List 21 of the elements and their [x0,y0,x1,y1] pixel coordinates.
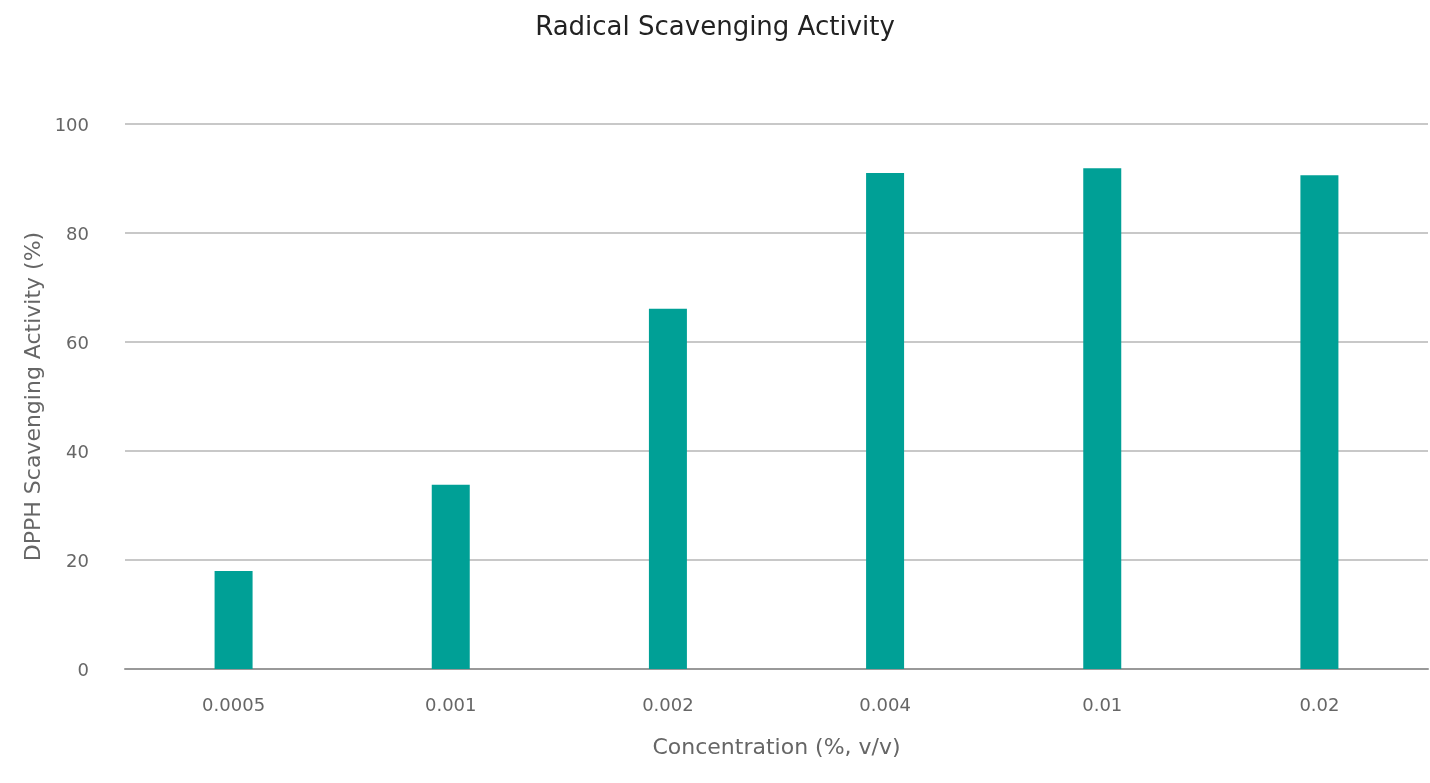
chart-title: Radical Scavenging Activity [535,11,895,41]
y-tick-label: 100 [54,113,89,135]
x-tick-label: 0.002 [642,693,694,715]
bar [214,570,253,669]
x-tick-label: 0.02 [1299,693,1340,715]
y-tick-label: 40 [66,440,89,462]
y-tick-label: 20 [66,549,89,571]
bar [1300,175,1339,669]
bar [1083,168,1122,669]
y-tick-label: 60 [66,331,89,353]
bar [866,173,905,669]
y-axis-title: DPPH Scavenging Activity (%) [19,231,45,562]
y-tick-label: 80 [66,222,89,244]
x-tick-label: 0.001 [424,693,477,715]
x-tick-label: 0.01 [1082,693,1123,715]
bar [648,308,687,669]
x-tick-label: 0.0005 [202,693,266,715]
bar [431,484,470,669]
y-tick-label: 0 [77,658,89,680]
x-tick-label: 0.004 [859,693,911,715]
x-axis-title: Concentration (%, v/v) [652,733,901,759]
